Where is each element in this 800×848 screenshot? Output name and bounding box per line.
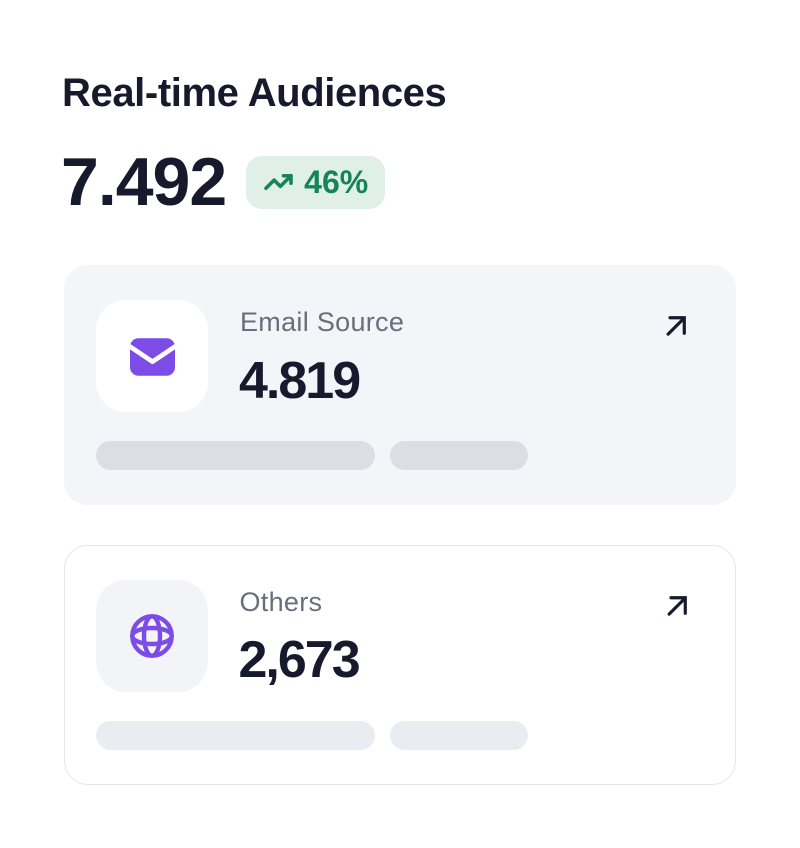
metric-total-value: 7.492 (61, 144, 227, 220)
growth-badge: 46% (246, 155, 386, 209)
card-label: Others (239, 586, 323, 617)
others-icon-tile (95, 579, 208, 692)
real-time-audiences-panel: Real-time Audiences 7.492 46% (61, 71, 736, 785)
card-others-top: Others 2,673 (95, 579, 705, 692)
card-others[interactable]: Others 2,673 (64, 545, 736, 785)
card-others-texts: Others 2,673 (238, 586, 361, 691)
skeleton-bar (390, 441, 528, 470)
skeleton-bar (96, 441, 375, 470)
arrow-up-right-icon[interactable] (662, 312, 690, 340)
trending-up-icon (262, 167, 295, 197)
metric-row: 7.492 46% (61, 144, 736, 220)
card-email-source[interactable]: Email Source 4.819 (64, 265, 736, 505)
growth-badge-label: 46% (304, 163, 369, 200)
card-email-source-top: Email Source 4.819 (96, 300, 704, 412)
email-icon-tile (96, 300, 208, 412)
source-cards: Email Source 4.819 (64, 265, 736, 785)
page-title: Real-time Audiences (62, 71, 447, 115)
card-value: 2,673 (238, 631, 361, 690)
globe-icon (128, 612, 176, 660)
envelope-icon (129, 338, 175, 376)
arrow-up-right-icon[interactable] (663, 592, 691, 620)
card-email-source-texts: Email Source 4.819 (239, 306, 405, 411)
skeleton-bars (96, 441, 704, 470)
skeleton-bar (389, 720, 528, 750)
skeleton-bars (95, 720, 705, 750)
card-label: Email Source (240, 307, 405, 338)
card-value: 4.819 (239, 351, 361, 410)
skeleton-bar (95, 720, 375, 750)
